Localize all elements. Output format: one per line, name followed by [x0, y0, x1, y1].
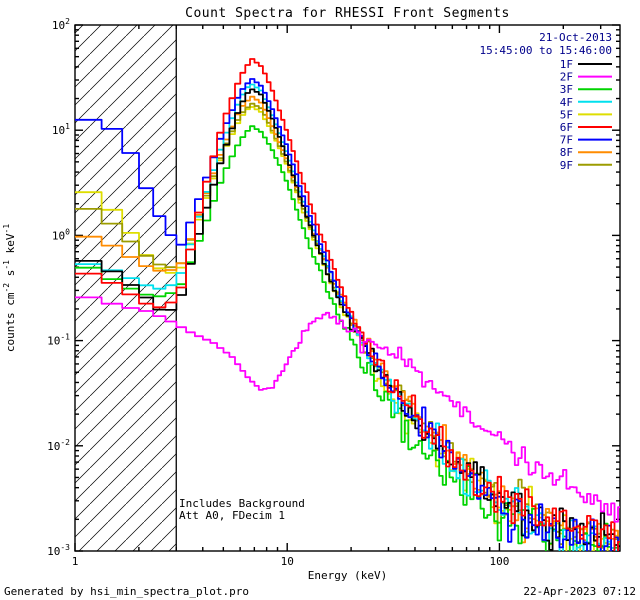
x-tick-label: 1 — [72, 555, 79, 568]
y-tick-label: 10-1 — [47, 333, 70, 348]
x-tick-label: 100 — [489, 555, 509, 568]
y-axis-title: counts cm-2 s-1 keV-1 — [2, 224, 17, 352]
legend-label-5F: 5F — [560, 108, 573, 121]
axes — [74, 24, 621, 552]
footer-datetime: 22-Apr-2023 07:12 — [523, 585, 636, 598]
legend-label-2F: 2F — [560, 71, 573, 84]
legend-label-6F: 6F — [560, 121, 573, 134]
legend-label-9F: 9F — [560, 159, 573, 172]
footer-generator: Generated by hsi_min_spectra_plot.pro — [4, 585, 250, 598]
note-includes-background: Includes Background — [179, 497, 305, 510]
note-attenuator-decim: Att A0, FDecim 1 — [179, 509, 285, 522]
y-tick-label: 102 — [52, 17, 70, 32]
series-line-2F — [75, 296, 620, 523]
legend-label-7F: 7F — [560, 134, 573, 147]
legend-label-8F: 8F — [560, 146, 573, 159]
series-line-6F — [75, 58, 620, 551]
series-lines — [75, 58, 620, 551]
legend-label-3F: 3F — [560, 83, 573, 96]
obs-time-range: 15:45:00 to 15:46:00 — [479, 44, 612, 57]
obs-date: 21-Oct-2013 — [539, 31, 612, 44]
legend-label-1F: 1F — [560, 58, 573, 71]
y-tick-label: 101 — [52, 122, 70, 137]
x-tick-label: 10 — [281, 555, 294, 568]
y-tick-label: 100 — [52, 227, 70, 242]
legend-label-4F: 4F — [560, 96, 573, 109]
y-tick-label: 10-2 — [47, 438, 70, 453]
y-tick-label: 10-3 — [47, 543, 70, 558]
chart-title: Count Spectra for RHESSI Front Segments — [185, 6, 510, 21]
x-axis-title: Energy (keV) — [307, 569, 388, 582]
series-line-1F — [75, 88, 620, 551]
